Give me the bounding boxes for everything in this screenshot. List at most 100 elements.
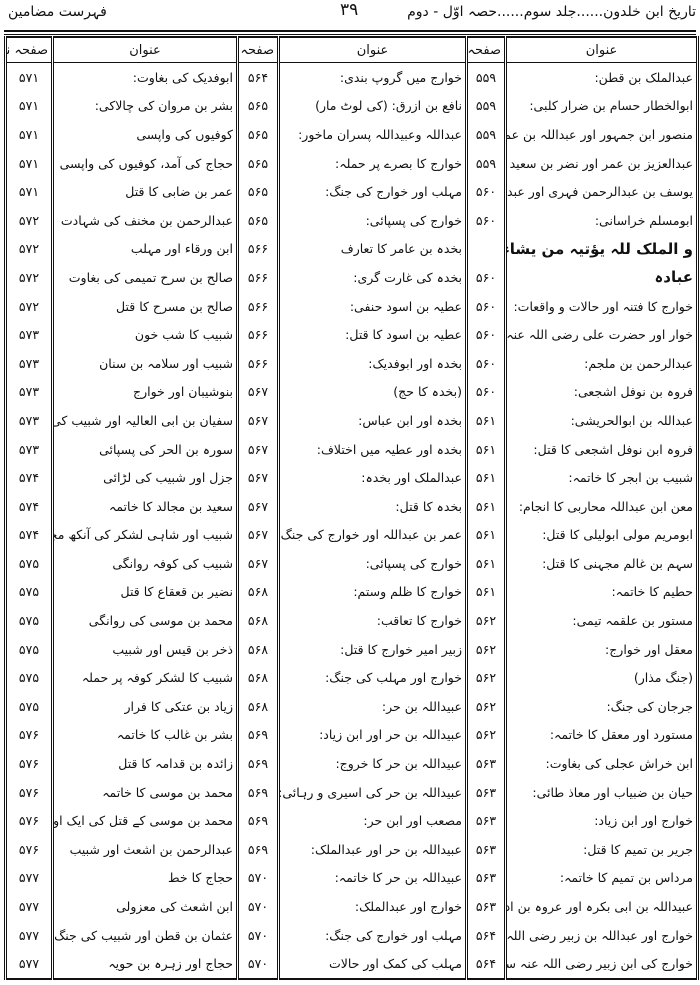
table-row: (جنگ مذار) ۵۶۲ خوارج اور مہلب کی جنگ: ۵۶۸ شب… <box>4 663 699 693</box>
entry-title: عبداللہ بن ابوالحریشی: <box>504 406 699 435</box>
entry-page-number: ۵۶۷ <box>236 406 280 435</box>
entry-page-number: ۵۷۳ <box>4 348 54 378</box>
entry-title: منصور ابن جمہور اور عبداللہ بن عمر : <box>504 120 699 149</box>
table-row: مستور بن علقمہ تیمی: ۵۶۲ خوارج کا تعاقب: ۵۶… <box>4 606 699 635</box>
table-row: خوارج کا فتنہ اور حالات و واقعات: ۵۶۰ عطیہ… <box>4 291 699 321</box>
entry-page-number: ۵۶۳ <box>465 835 507 864</box>
entry-page-number: ۵۶۵ <box>236 91 280 121</box>
entry-title: مصعب اور ابن حر: <box>277 806 468 836</box>
entry-page-number <box>465 234 507 264</box>
table-row: خوارج اور ابن زیاد: ۵۶۳ مصعب اور ابن حر: ۵۶… <box>4 806 699 836</box>
entry-page-number: ۵۷۵ <box>4 692 54 721</box>
entry-title: خوار اور حضرت علی رضی اللہ عنہ <box>504 320 699 349</box>
entry-page-number: ۵۶۲ <box>465 663 507 693</box>
entry-title: سفیان بن ابی العالیہ اور شبیب کی جنگ <box>51 406 239 435</box>
entry-page-number: ۵۶۶ <box>236 291 280 321</box>
entry-page-number: ۵۷۴ <box>4 491 54 521</box>
entry-page-number: ۵۷۱ <box>4 148 54 178</box>
entry-page-number: ۵۶۴ <box>465 920 507 950</box>
entry-page-number: ۵۶۰ <box>465 177 507 206</box>
table-row: معن ابن عبداللہ محاربی کا انجام: ۵۶۱ بخدہ … <box>4 491 699 521</box>
entry-page-number: ۵۶۰ <box>465 377 507 407</box>
entry-title: جزل اور شبیب کی لڑائی <box>51 463 239 492</box>
entry-page-number: ۵۶۱ <box>465 491 507 521</box>
entry-page-number: ۵۶۵ <box>236 148 280 178</box>
table-body: عبدالملک بن قطن: ۵۵۹ خوارج میں گروپ بندی: ۵… <box>4 62 699 979</box>
entry-page-number: ۵۶۷ <box>236 520 280 550</box>
entry-title: کوفیوں کی واپسی <box>51 120 239 149</box>
entry-page-number: ۵۷۳ <box>4 377 54 407</box>
entry-page-number: ۵۷۰ <box>236 949 280 979</box>
entry-page-number: ۵۶۶ <box>236 234 280 264</box>
entry-title: عبیداللہ بن حر کا خروج: <box>277 749 468 778</box>
entry-title: جریر بن تمیم کا قتل: <box>504 835 699 864</box>
table-row: ابن خراش عجلی کی بغاوت: ۵۶۳ عبیداللہ بن حر… <box>4 749 699 778</box>
column-header-title: عنوان <box>51 37 239 63</box>
entry-page-number: ۵۷۴ <box>4 463 54 492</box>
entry-title: عثمان بن قطن اور شبیب کی جنگ <box>51 920 239 950</box>
entry-page-number: ۵۷۷ <box>4 920 54 950</box>
entry-title: عبیداللہ بن حر کی اسیری و رہائی: <box>277 777 468 807</box>
table-row: منصور ابن جمہور اور عبداللہ بن عمر :۵۵۹ ع… <box>4 120 699 149</box>
table-row: خوارج کی ابن زبیر رضی اللہ عنہ سے علیحدگ… <box>4 949 699 979</box>
table-row: حطیم کا خاتمہ: ۵۶۱ خوارج کا ظلم وستم: ۵۶۸ نض… <box>4 577 699 607</box>
entry-page-number: ۵۶۰ <box>465 205 507 235</box>
table-row: فروہ بن نوفل اشجعی: ۵۶۰ (بخدہ کا حج) ۵۶۷ بنو… <box>4 377 699 407</box>
entry-page-number: ۵۶۸ <box>236 606 280 635</box>
entry-page-number: ۵۶۶ <box>236 263 280 292</box>
header-rule <box>4 30 696 32</box>
entry-page-number: ۵۷۱ <box>4 91 54 121</box>
entry-page-number: ۵۶۲ <box>465 606 507 635</box>
table-row: یوسف بن عبدالرحمن فہری اور عبدالواحد:۵۶۰… <box>4 177 699 206</box>
entry-title: و الملک للہ یؤتیہ من یشاء من <box>504 234 699 264</box>
entry-title: صالح بن سرح تمیمی کی بغاوت <box>51 263 239 292</box>
entry-page-number: ۵۷۲ <box>4 291 54 321</box>
entry-page-number: ۵۷۲ <box>4 205 54 235</box>
entry-title: معقل اور خوارج: <box>504 634 699 664</box>
entry-title: (جنگ مذار) <box>504 663 699 693</box>
entry-page-number: ۵۷۴ <box>4 520 54 550</box>
entry-title: ذخر بن قیس اور شبیب <box>51 634 239 664</box>
entry-title: محمد بن موسی کا خاتمہ <box>51 777 239 807</box>
table-header-row: عنوان صفحہ نمبر عنوان صفحہ نمبر عنوان صف… <box>4 37 699 63</box>
entry-title: خوارج کی ابن زبیر رضی اللہ عنہ سے علیحدگ… <box>504 949 699 979</box>
entry-title: عبیداللہ بن حر اور ابن زیاد: <box>277 720 468 750</box>
entry-page-number: ۵۶۶ <box>236 320 280 349</box>
entry-page-number: ۵۷۳ <box>4 434 54 464</box>
entry-page-number: ۵۶۰ <box>465 291 507 321</box>
entry-title: نافع بن ازرق: (کی لوٹ مار) <box>277 91 468 121</box>
entry-title: خوارج کا تعاقب: <box>277 606 468 635</box>
entry-title: فروہ بن نوفل اشجعی: <box>504 377 699 407</box>
entry-title: عبیداللہ بن حر: <box>277 692 468 721</box>
entry-page-number: ۵۶۷ <box>236 377 280 407</box>
entry-title: بخدہ اور عطیہ میں اختلاف: <box>277 434 468 464</box>
entry-page-number: ۵۶۳ <box>465 806 507 836</box>
table-row: ابومریم مولی ابولیلی کا قتل: ۵۶۱ عمر بن عب… <box>4 520 699 550</box>
table-row: جریر بن تمیم کا قتل: ۵۶۳ عبیداللہ بن حر او… <box>4 835 699 864</box>
entry-title: بخدہ بن عامر کا تعارف <box>277 234 468 264</box>
entry-page-number: ۵۶۲ <box>465 634 507 664</box>
entry-page-number: ۵۷۲ <box>4 263 54 292</box>
entry-title: بشر بن غالب کا خاتمہ <box>51 720 239 750</box>
entry-title: عطیہ بن اسود کا قتل: <box>277 320 468 349</box>
column-header-title: عنوان <box>504 37 699 63</box>
entry-title: عبادہ <box>504 263 699 292</box>
entry-page-number: ۵۷۷ <box>4 863 54 893</box>
entry-page-number: ۵۵۹ <box>465 120 507 149</box>
entry-page-number: ۵۷۶ <box>4 749 54 778</box>
entry-page-number: ۵۶۳ <box>465 892 507 921</box>
entry-page-number: ۵۵۹ <box>465 62 507 92</box>
entry-title: خوارج کا فتنہ اور حالات و واقعات: <box>504 291 699 321</box>
column-header-page: صفحہ نمبر <box>4 37 54 63</box>
entry-title: عمر بن ضابی کا قتل <box>51 177 239 206</box>
entry-title: بخدہ کی غارت گری: <box>277 263 468 292</box>
entry-page-number: ۵۵۹ <box>465 91 507 121</box>
entry-title: شبیب اور شاہی لشکر کی آنکھ مچولی <box>51 520 239 550</box>
page-number: ۳۹ <box>340 0 359 20</box>
table-row: عبیداللہ بن ابی بکرہ اور عروہ بن ادیہ: ۵۶… <box>4 892 699 921</box>
entry-title: شبیب کا شب خون <box>51 320 239 349</box>
header-rule-thin <box>4 34 696 35</box>
entry-page-number: ۵۷۶ <box>4 720 54 750</box>
entry-title: عبدالرحمن بن اشعث اور شبیب <box>51 835 239 864</box>
entry-page-number: ۵۶۳ <box>465 777 507 807</box>
